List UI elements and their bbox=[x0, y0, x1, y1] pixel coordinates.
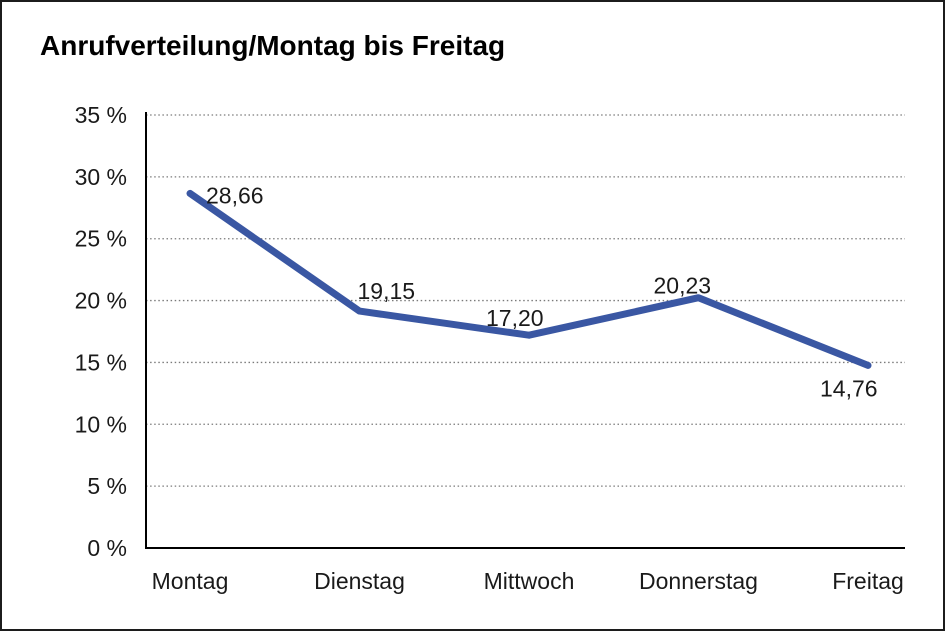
data-point-label: 19,15 bbox=[358, 278, 416, 304]
data-point-label: 28,66 bbox=[206, 182, 264, 208]
y-axis-tick-label: 10 % bbox=[75, 411, 127, 437]
y-axis-tick-label: 30 % bbox=[75, 164, 127, 190]
data-point-label: 14,76 bbox=[820, 375, 878, 401]
x-axis-category-label: Montag bbox=[152, 568, 229, 594]
y-axis-tick-label: 0 % bbox=[87, 535, 127, 561]
y-axis-tick-label: 25 % bbox=[75, 226, 127, 252]
x-axis-category-label: Donnerstag bbox=[639, 568, 758, 594]
x-axis-category-label: Freitag bbox=[832, 568, 904, 594]
y-axis-tick-label: 15 % bbox=[75, 349, 127, 375]
chart-title: Anrufverteilung/Montag bis Freitag bbox=[40, 30, 506, 61]
y-axis-tick-label: 20 % bbox=[75, 288, 127, 314]
y-axis-tick-label: 35 % bbox=[75, 102, 127, 128]
x-axis-category-label: Mittwoch bbox=[484, 568, 575, 594]
x-axis-category-label: Dienstag bbox=[314, 568, 405, 594]
data-point-label: 20,23 bbox=[654, 273, 712, 299]
data-series-line bbox=[186, 189, 872, 369]
y-axis-tick-label: 5 % bbox=[87, 473, 127, 499]
data-point-label: 17,20 bbox=[486, 305, 544, 331]
